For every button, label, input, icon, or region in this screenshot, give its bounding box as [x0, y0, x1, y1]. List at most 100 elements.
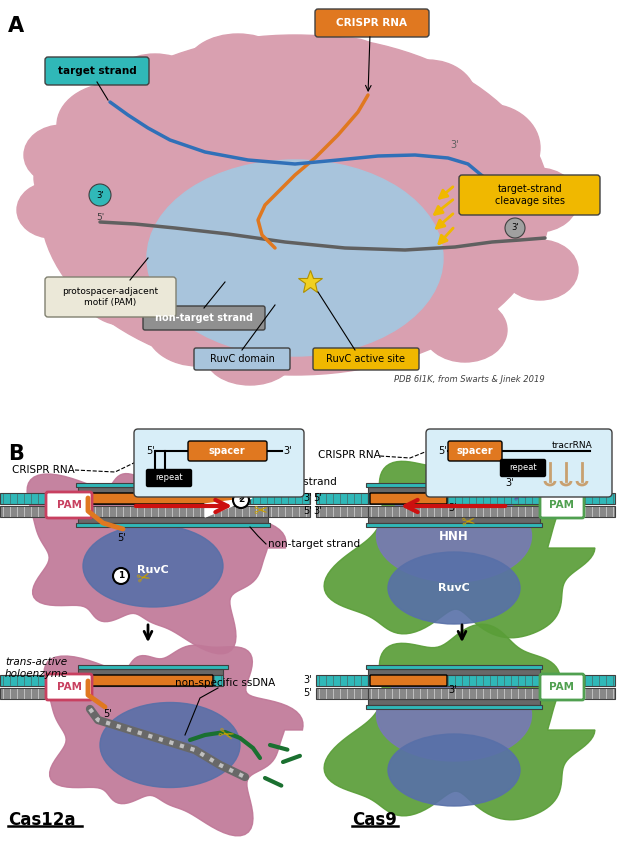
- Text: 3': 3': [449, 685, 457, 695]
- FancyBboxPatch shape: [366, 483, 542, 487]
- Text: 5': 5': [313, 493, 321, 503]
- Ellipse shape: [450, 170, 546, 246]
- Text: repeat: repeat: [155, 474, 183, 482]
- FancyBboxPatch shape: [78, 493, 250, 504]
- Text: PDB 6I1K, from Swarts & Jinek 2019: PDB 6I1K, from Swarts & Jinek 2019: [394, 375, 545, 384]
- FancyBboxPatch shape: [370, 493, 447, 504]
- Text: target-strand
cleavage sites: target-strand cleavage sites: [495, 185, 565, 206]
- Ellipse shape: [24, 125, 100, 185]
- Text: Cas12a: Cas12a: [8, 811, 75, 829]
- FancyBboxPatch shape: [78, 675, 223, 686]
- FancyBboxPatch shape: [368, 493, 540, 504]
- Text: 3': 3': [304, 675, 312, 685]
- Text: PAM: PAM: [57, 500, 81, 510]
- FancyBboxPatch shape: [366, 705, 542, 709]
- Text: B: B: [8, 444, 24, 464]
- Ellipse shape: [205, 325, 295, 385]
- Ellipse shape: [83, 525, 223, 607]
- FancyBboxPatch shape: [368, 506, 540, 517]
- Circle shape: [89, 184, 111, 206]
- Text: non-target strand: non-target strand: [268, 539, 360, 549]
- Ellipse shape: [498, 168, 578, 232]
- Ellipse shape: [180, 262, 256, 318]
- Circle shape: [113, 568, 129, 584]
- Polygon shape: [44, 645, 303, 835]
- FancyBboxPatch shape: [368, 669, 540, 675]
- FancyBboxPatch shape: [313, 348, 419, 370]
- Text: A: A: [8, 16, 24, 36]
- Text: 5': 5': [488, 207, 497, 217]
- FancyBboxPatch shape: [188, 441, 267, 461]
- FancyBboxPatch shape: [368, 487, 540, 493]
- Text: non-specific ssDNA: non-specific ssDNA: [175, 678, 275, 688]
- Text: CRISPR RNA: CRISPR RNA: [336, 18, 407, 28]
- Text: 5': 5': [438, 446, 447, 456]
- Text: 5': 5': [303, 688, 312, 698]
- Ellipse shape: [410, 242, 506, 314]
- Text: HNH: HNH: [439, 529, 469, 543]
- FancyBboxPatch shape: [45, 277, 176, 317]
- Text: non-target strand: non-target strand: [155, 313, 253, 323]
- Text: 3': 3': [96, 191, 104, 200]
- Ellipse shape: [100, 702, 240, 787]
- Polygon shape: [205, 498, 252, 517]
- Ellipse shape: [54, 202, 142, 274]
- FancyBboxPatch shape: [143, 306, 265, 330]
- FancyBboxPatch shape: [0, 493, 88, 504]
- FancyBboxPatch shape: [76, 483, 252, 487]
- FancyBboxPatch shape: [76, 523, 270, 527]
- FancyBboxPatch shape: [316, 506, 368, 517]
- FancyBboxPatch shape: [540, 675, 615, 686]
- FancyBboxPatch shape: [540, 506, 615, 517]
- Text: PAM: PAM: [550, 500, 574, 510]
- Text: 5': 5': [146, 446, 155, 456]
- Ellipse shape: [423, 298, 507, 362]
- Ellipse shape: [80, 250, 176, 326]
- FancyBboxPatch shape: [459, 175, 600, 215]
- FancyBboxPatch shape: [0, 675, 88, 686]
- Text: CRISPR RNA: CRISPR RNA: [12, 465, 75, 475]
- Ellipse shape: [147, 160, 443, 356]
- Text: PAM: PAM: [550, 682, 574, 692]
- FancyBboxPatch shape: [78, 487, 250, 493]
- FancyBboxPatch shape: [366, 523, 542, 527]
- Text: repeat: repeat: [509, 464, 537, 472]
- Text: ✂: ✂: [253, 501, 267, 519]
- Text: spacer: spacer: [457, 446, 494, 456]
- FancyBboxPatch shape: [0, 688, 88, 699]
- Ellipse shape: [304, 258, 392, 318]
- Ellipse shape: [304, 38, 392, 106]
- Text: RuvC active site: RuvC active site: [326, 354, 405, 364]
- Text: 3': 3': [313, 506, 321, 516]
- FancyBboxPatch shape: [540, 493, 615, 504]
- Ellipse shape: [388, 734, 520, 806]
- Text: tracrRNA: tracrRNA: [552, 441, 593, 449]
- Text: PAM: PAM: [57, 682, 81, 692]
- Text: trans-active
holoenzyme: trans-active holoenzyme: [5, 657, 68, 679]
- Text: ✂: ✂: [134, 567, 152, 588]
- Ellipse shape: [388, 552, 520, 624]
- FancyBboxPatch shape: [78, 506, 268, 517]
- FancyBboxPatch shape: [78, 665, 228, 669]
- Ellipse shape: [34, 144, 122, 212]
- Text: RuvC domain: RuvC domain: [210, 354, 275, 364]
- Polygon shape: [27, 463, 286, 654]
- Text: protospacer-adjacent
motif (PAM): protospacer-adjacent motif (PAM): [62, 287, 158, 307]
- Ellipse shape: [380, 60, 476, 136]
- Ellipse shape: [138, 162, 206, 214]
- Text: target strand: target strand: [57, 66, 136, 76]
- FancyBboxPatch shape: [540, 688, 615, 699]
- Text: 5': 5': [118, 533, 126, 543]
- Text: RuvC: RuvC: [137, 565, 169, 575]
- Text: 3': 3': [511, 223, 519, 233]
- Text: 3': 3': [450, 140, 458, 150]
- FancyBboxPatch shape: [0, 506, 88, 517]
- Text: 3': 3': [506, 478, 515, 488]
- FancyBboxPatch shape: [315, 9, 429, 37]
- FancyBboxPatch shape: [368, 675, 540, 686]
- Ellipse shape: [436, 104, 540, 192]
- Text: 3': 3': [304, 493, 312, 503]
- Ellipse shape: [17, 182, 87, 238]
- Text: 1: 1: [118, 572, 124, 581]
- Ellipse shape: [376, 490, 531, 582]
